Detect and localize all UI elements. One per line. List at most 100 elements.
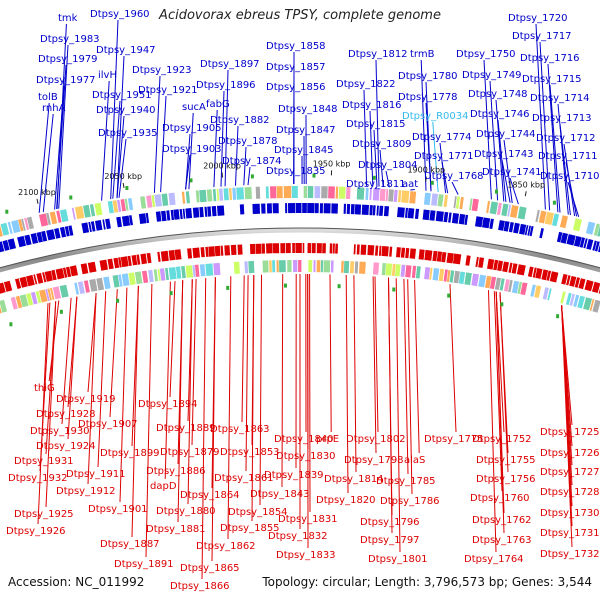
forward-gene bbox=[592, 240, 597, 251]
reverse-gene bbox=[120, 256, 129, 268]
feature-marker bbox=[556, 314, 560, 319]
feature-block bbox=[534, 285, 542, 298]
reverse-gene bbox=[3, 280, 13, 292]
label-leader bbox=[501, 159, 511, 203]
reverse-gene bbox=[266, 243, 273, 254]
gene-label: alaS bbox=[404, 455, 425, 466]
gene-label: Dtpsy_1732 bbox=[540, 549, 600, 560]
forward-gene bbox=[207, 206, 212, 217]
gene-label: Dtpsy_1921 bbox=[138, 85, 198, 96]
gene-label: Dtpsy_1926 bbox=[6, 526, 66, 537]
label-leader bbox=[395, 278, 401, 553]
reverse-gene bbox=[292, 243, 295, 253]
feature-block bbox=[494, 277, 501, 290]
feature-block bbox=[77, 281, 85, 294]
feature-block bbox=[443, 269, 448, 282]
feature-block bbox=[59, 209, 69, 223]
feature-block bbox=[592, 299, 600, 313]
feature-block bbox=[542, 287, 549, 300]
label-leader bbox=[425, 102, 432, 192]
reverse-gene bbox=[400, 247, 406, 258]
feature-block bbox=[565, 292, 572, 306]
feature-block bbox=[314, 186, 321, 199]
gene-label: thiG bbox=[34, 383, 55, 394]
gene-label: ilvH bbox=[98, 70, 117, 81]
feature-block bbox=[39, 213, 49, 227]
reverse-gene bbox=[541, 269, 549, 281]
feature-block bbox=[175, 266, 182, 279]
feature-block bbox=[26, 293, 34, 306]
gene-label: Dtpsy_1760 bbox=[470, 493, 530, 504]
forward-gene bbox=[155, 211, 162, 222]
feature-block bbox=[328, 186, 335, 199]
feature-block bbox=[255, 186, 261, 199]
forward-gene bbox=[482, 217, 491, 229]
gene-label: Dtpsy_1855 bbox=[220, 523, 280, 534]
gene-label: Dtpsy_1833 bbox=[276, 550, 336, 561]
gene-label: Dtpsy_1752 bbox=[472, 434, 532, 445]
label-leader bbox=[177, 280, 184, 523]
feature-block bbox=[0, 222, 10, 236]
reverse-gene bbox=[99, 259, 108, 271]
gene-label: Dtpsy_1750 bbox=[456, 49, 516, 60]
forward-gene bbox=[288, 203, 296, 214]
feature-block bbox=[478, 274, 487, 288]
reverse-gene bbox=[249, 243, 256, 255]
forward-gene bbox=[539, 228, 544, 239]
feature-block bbox=[338, 186, 346, 199]
feature-block bbox=[0, 299, 8, 313]
gene-label: Dtpsy_1847 bbox=[276, 125, 336, 136]
feature-block bbox=[385, 189, 389, 202]
gene-label: Dtpsy_1711 bbox=[538, 151, 598, 162]
gene-label: Dtpsy_1764 bbox=[464, 554, 524, 565]
gene-label: Dtpsy_1907 bbox=[78, 419, 138, 430]
feature-block bbox=[248, 260, 255, 274]
reverse-gene bbox=[285, 243, 291, 254]
feature-block bbox=[471, 198, 479, 212]
feature-block bbox=[471, 273, 479, 287]
gene-label: Dtpsy_1802 bbox=[346, 434, 406, 445]
reverse-gene bbox=[578, 278, 586, 290]
feature-block bbox=[597, 225, 600, 237]
reverse-gene bbox=[424, 249, 433, 261]
feature-block bbox=[530, 284, 536, 297]
gene-label: Dtpsy_1925 bbox=[14, 509, 74, 520]
feature-block bbox=[127, 198, 134, 211]
gene-label: Dtpsy_1983 bbox=[40, 34, 100, 45]
feature-block bbox=[446, 269, 451, 283]
feature-block bbox=[437, 194, 444, 207]
scale-label: 1850 kbp bbox=[507, 180, 545, 189]
feature-block bbox=[148, 269, 154, 283]
feature-block bbox=[438, 268, 445, 282]
gene-label: Dtpsy_1832 bbox=[268, 531, 328, 542]
reverse-gene bbox=[389, 246, 393, 257]
gene-label: Dtpsy_1809 bbox=[352, 139, 412, 150]
feature-block bbox=[216, 188, 220, 201]
gene-label: Dtpsy_1731 bbox=[540, 528, 600, 539]
label-leader bbox=[56, 64, 67, 210]
feature-block bbox=[453, 196, 457, 209]
feature-block bbox=[291, 186, 298, 198]
gene-label: Dtpsy_1874 bbox=[222, 156, 282, 167]
forward-gene bbox=[314, 203, 319, 214]
forward-gene bbox=[448, 212, 452, 223]
label-leader bbox=[414, 279, 420, 454]
reverse-gene bbox=[527, 266, 534, 278]
feature-block bbox=[469, 198, 473, 211]
feature-block bbox=[185, 265, 194, 278]
label-leader bbox=[345, 274, 349, 494]
forward-gene bbox=[503, 221, 510, 232]
forward-gene bbox=[272, 203, 279, 214]
feature-block bbox=[269, 260, 272, 273]
feature-block bbox=[52, 286, 62, 300]
scale-tick bbox=[524, 191, 527, 197]
feature-block bbox=[121, 273, 130, 287]
feature-block bbox=[223, 188, 229, 201]
label-leader bbox=[535, 23, 546, 210]
reverse-gene bbox=[255, 243, 262, 254]
feature-block bbox=[323, 260, 331, 273]
feature-block bbox=[0, 306, 2, 314]
gene-label: tolB bbox=[38, 92, 58, 103]
gene-label: Dtpsy_1796 bbox=[360, 517, 420, 528]
gene-label: Dtpsy_1710 bbox=[540, 171, 600, 182]
